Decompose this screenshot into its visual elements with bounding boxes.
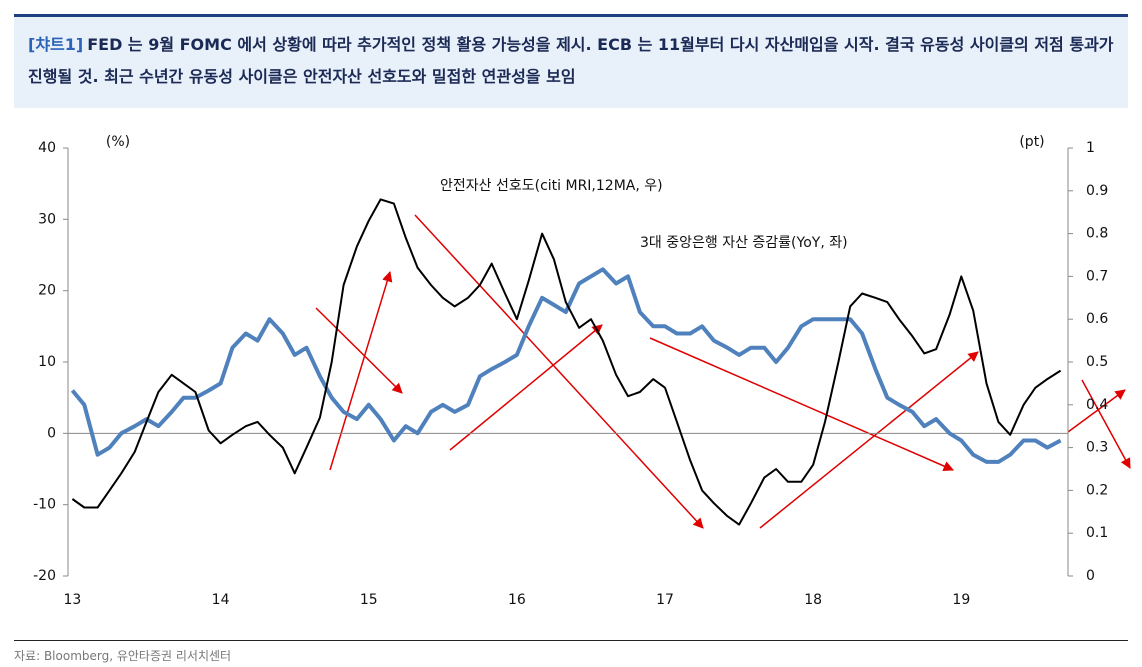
x-tick-label: 13: [64, 592, 82, 608]
arrow: [649, 337, 954, 472]
chart: (%) (pt) -20 -10 0 10 20 30 40 0 0.1 0.2 0.3 0.4 0.5…: [33, 134, 1131, 608]
series-label: 3대 중앙은행 자산 증감률(YoY, 좌): [640, 235, 848, 251]
series-label: 안전자산 선호도(citi MRI,12MA, 우): [440, 178, 663, 194]
arrow: [414, 214, 704, 529]
y2-axis-unit: (pt): [1019, 134, 1044, 150]
x-tick-label: 19: [952, 592, 970, 608]
arrow: [449, 324, 603, 451]
y-tick-label: 0: [47, 425, 56, 441]
chart-title: FED 는 9월 FOMC 에서 상황에 따라 추가적인 정책 활용 가능성을 …: [28, 35, 1114, 86]
arrow: [315, 307, 403, 394]
y2-tick-label: 1: [1086, 140, 1095, 156]
x-tick-label: 14: [212, 592, 230, 608]
x-tick-label: 16: [508, 592, 526, 608]
series-line: [70, 267, 1062, 464]
y-axis-unit: (%): [106, 134, 130, 150]
source: 자료: Bloomberg, 유안타증권 리서치센터: [14, 649, 232, 663]
arrow: [1081, 379, 1131, 469]
y2-tick-label: 0.7: [1086, 268, 1108, 284]
header: [챠트1] FED 는 9월 FOMC 에서 상황에 따라 추가적인 정책 활용 …: [14, 14, 1128, 108]
y2-tick-label: 0: [1086, 568, 1095, 584]
x-tick-label: 17: [656, 592, 674, 608]
y2-tick-label: 0.2: [1086, 482, 1108, 498]
y2-tick-label: 0.3: [1086, 440, 1108, 456]
trend-arrows: [315, 214, 1131, 529]
x-tick-label: 18: [804, 592, 822, 608]
y2-tick-label: 0.6: [1086, 311, 1108, 327]
y-tick-label: 20: [38, 283, 56, 299]
y-tick-label: -10: [33, 497, 56, 513]
arrow: [759, 351, 979, 529]
y2-tick-label: 0.1: [1086, 525, 1108, 541]
y2-tick-label: 0.5: [1086, 354, 1108, 370]
y2-tick-label: 0.9: [1086, 183, 1108, 199]
y2-tick-label: 0.4: [1086, 397, 1108, 413]
x-tick-label: 15: [360, 592, 378, 608]
series-line: [71, 198, 1062, 526]
source-rule: [14, 640, 1128, 641]
chart-tag: [챠트1]: [28, 35, 84, 54]
arrow: [1067, 389, 1126, 433]
y-tick-label: 40: [38, 140, 56, 156]
y-tick-label: 30: [38, 211, 56, 227]
y2-tick-label: 0.8: [1086, 226, 1108, 242]
arrow: [329, 270, 393, 471]
y-tick-label: 10: [38, 354, 56, 370]
y-tick-label: -20: [33, 568, 56, 584]
